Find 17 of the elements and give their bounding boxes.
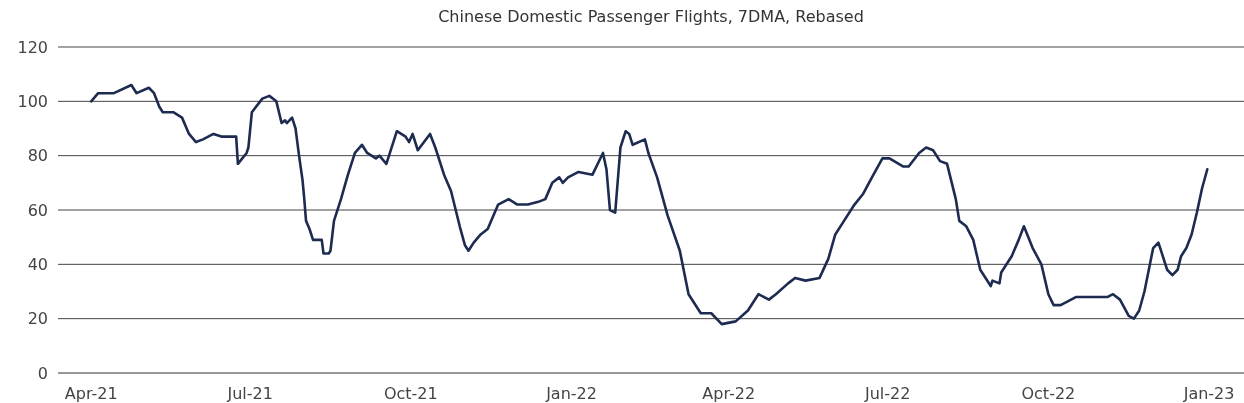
y-tick-label: 120 bbox=[17, 37, 48, 57]
y-tick-label: 0 bbox=[37, 363, 48, 383]
x-tick-label: Jan-23 bbox=[1182, 384, 1235, 403]
x-tick-label: Apr-21 bbox=[64, 384, 118, 403]
x-tick-label: Jul-22 bbox=[863, 384, 911, 403]
x-tick-label: Jul-21 bbox=[226, 384, 273, 403]
y-tick-label: 40 bbox=[27, 254, 48, 274]
x-tick-label: Apr-22 bbox=[702, 384, 756, 403]
chart-title: Chinese Domestic Passenger Flights, 7DMA, Rebased bbox=[438, 7, 864, 26]
x-tick-label: Oct-21 bbox=[383, 384, 438, 403]
x-tick-label: Oct-22 bbox=[1021, 384, 1076, 403]
y-tick-label: 100 bbox=[17, 91, 48, 111]
x-tick-label: Jan-22 bbox=[545, 384, 597, 403]
line-series bbox=[89, 83, 1209, 326]
y-tick-label: 60 bbox=[27, 200, 48, 220]
y-tick-label: 20 bbox=[27, 309, 48, 329]
y-tick-label: 80 bbox=[27, 146, 48, 166]
